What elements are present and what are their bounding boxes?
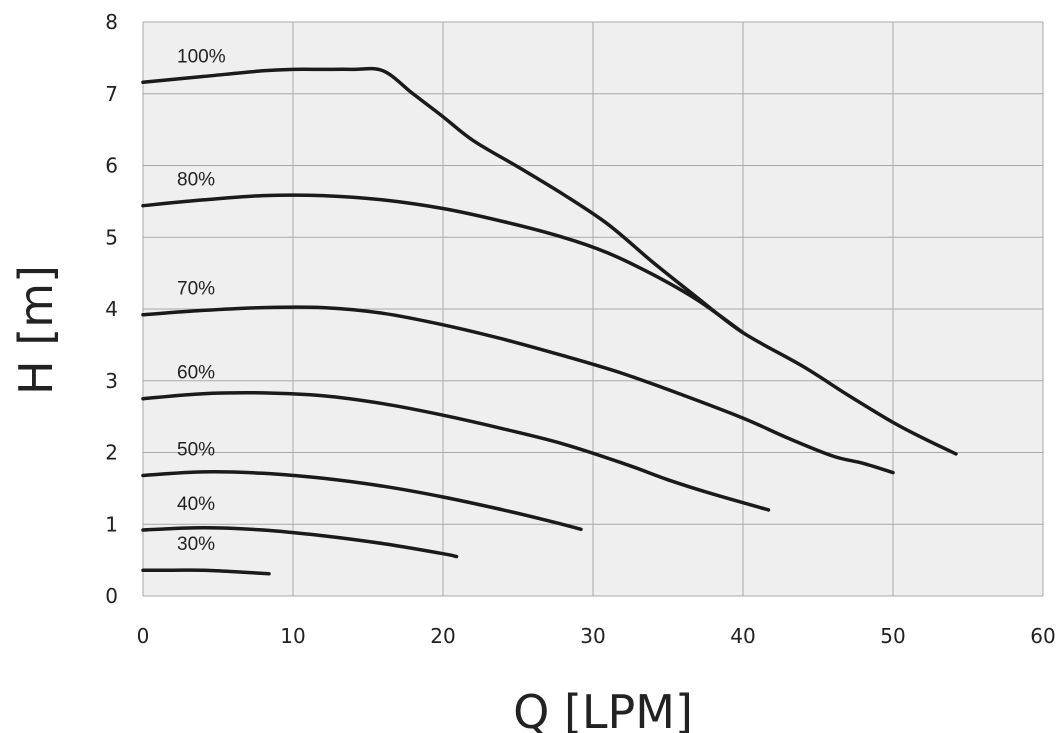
- y-axis-title: H [m]: [9, 265, 63, 395]
- x-tick-label: 10: [280, 624, 305, 648]
- curve-60-percent: [141, 391, 771, 512]
- y-tick-label: 3: [105, 369, 118, 393]
- curve-label-100-percent: 100%: [177, 46, 226, 67]
- y-tick-label: 6: [105, 154, 118, 178]
- curve-label-70-percent: 70%: [177, 279, 215, 300]
- curve-label-50-percent: 50%: [177, 439, 215, 460]
- curve-50-percent: [141, 470, 583, 532]
- x-axis-title: Q [LPM]: [513, 685, 693, 733]
- x-tick-label: 60: [1030, 624, 1055, 648]
- curve-100-percent: [141, 66, 958, 456]
- x-tick-label: 20: [430, 624, 455, 648]
- curve-label-30-percent: 30%: [177, 534, 215, 555]
- y-tick-label: 5: [105, 225, 118, 249]
- tick-labels: 0 10 20 30 40 50 60 0 1 2 3 4 5 6 7 8: [105, 10, 1055, 648]
- curve-40-percent: [141, 526, 459, 559]
- curve-30-percent: [141, 568, 271, 576]
- y-tick-label: 0: [105, 584, 118, 608]
- curve-label-80-percent: 80%: [177, 170, 215, 191]
- y-tick-label: 8: [105, 10, 118, 34]
- curve-labels: 100% 80% 70% 60% 50% 40% 30%: [177, 46, 226, 555]
- y-tick-label: 4: [105, 297, 118, 321]
- curves: [141, 66, 958, 576]
- curve-70-percent: [141, 305, 895, 475]
- curve-label-40-percent: 40%: [177, 494, 215, 515]
- x-tick-label: 50: [880, 624, 905, 648]
- x-tick-label: 0: [137, 624, 150, 648]
- x-tick-label: 40: [730, 624, 755, 648]
- x-tick-label: 30: [580, 624, 605, 648]
- y-tick-label: 2: [105, 441, 118, 465]
- curve-80-percent: [141, 193, 745, 335]
- y-tick-label: 1: [105, 512, 118, 536]
- curve-label-60-percent: 60%: [177, 363, 215, 384]
- y-tick-label: 7: [105, 82, 118, 106]
